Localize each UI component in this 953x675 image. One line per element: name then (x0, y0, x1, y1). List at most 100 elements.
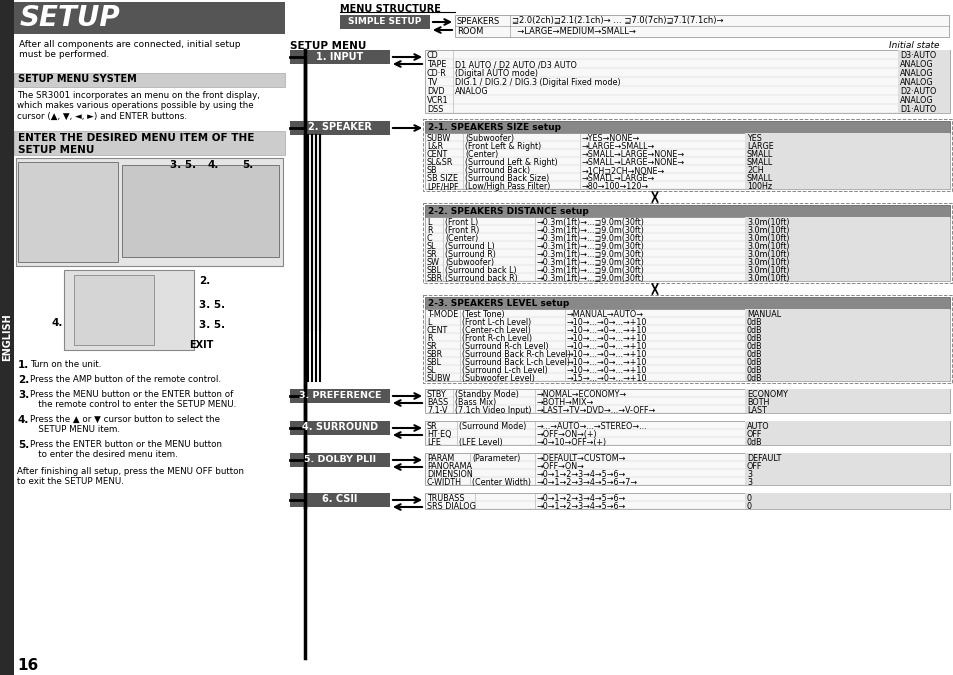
Text: PARAM: PARAM (427, 454, 454, 463)
Text: PANORAMA: PANORAMA (427, 462, 472, 471)
Text: (Surround Back): (Surround Back) (464, 166, 530, 175)
Bar (744, 249, 949, 257)
Bar (744, 365, 949, 373)
Text: CD·R: CD·R (427, 69, 446, 78)
Text: 0dB: 0dB (746, 318, 761, 327)
Bar (424, 217, 949, 281)
Text: 0dB: 0dB (746, 326, 761, 335)
Text: R: R (427, 334, 432, 343)
Text: (Front L): (Front L) (444, 218, 477, 227)
Text: SUBW: SUBW (427, 374, 451, 383)
Text: TAPE: TAPE (427, 60, 446, 69)
Text: (Surround R): (Surround R) (444, 250, 496, 259)
Text: →LAST→TV→DVD→...→V-OFF→: →LAST→TV→DVD→...→V-OFF→ (537, 406, 656, 415)
Text: (Surround back R): (Surround back R) (444, 274, 517, 283)
Text: (Center Width): (Center Width) (472, 478, 531, 487)
Text: 0dB: 0dB (746, 342, 761, 351)
Text: OFF: OFF (746, 430, 761, 439)
Bar (744, 469, 949, 477)
Bar (744, 493, 949, 501)
Bar (744, 373, 949, 381)
Text: 100Hz: 100Hz (746, 182, 771, 191)
Text: L: L (427, 318, 431, 327)
Bar (744, 141, 949, 149)
Circle shape (38, 182, 98, 242)
Text: HT·EQ: HT·EQ (427, 430, 451, 439)
Bar (0, 0, 14, 675)
Text: (Surround back L): (Surround back L) (444, 266, 517, 275)
Text: D1·AUTO: D1·AUTO (899, 105, 935, 114)
Text: 0dB: 0dB (746, 438, 761, 447)
Text: C-WIDTH: C-WIDTH (427, 478, 461, 487)
Text: SR: SR (427, 342, 437, 351)
Text: →0→1→2→3→4→5→6→: →0→1→2→3→4→5→6→ (537, 470, 625, 479)
Text: ENTER THE DESIRED MENU ITEM OF THE
SETUP MENU: ENTER THE DESIRED MENU ITEM OF THE SETUP… (18, 133, 254, 155)
Bar (744, 389, 949, 397)
Bar (424, 389, 949, 413)
Bar (744, 149, 949, 157)
Text: C: C (427, 234, 432, 243)
Bar (744, 133, 949, 141)
Text: DEFAULT: DEFAULT (746, 454, 781, 463)
Text: 0: 0 (746, 502, 751, 511)
Text: 3.0m(10ft): 3.0m(10ft) (746, 258, 789, 267)
Bar (744, 421, 949, 429)
Text: DIG.1 / DIG.2 / DIG.3 (Digital Fixed mode): DIG.1 / DIG.2 / DIG.3 (Digital Fixed mod… (455, 78, 620, 87)
Bar (744, 173, 949, 181)
Text: SB: SB (427, 166, 437, 175)
Bar (744, 257, 949, 265)
Text: →10→...→0→...→+10: →10→...→0→...→+10 (566, 318, 647, 327)
Bar (14, 73, 285, 87)
Text: SR: SR (427, 422, 437, 431)
Text: The SR3001 incorporates an menu on the front display,
which makes various operat: The SR3001 incorporates an menu on the f… (17, 91, 259, 121)
Bar (744, 477, 949, 485)
Text: Press the MENU button or the ENTER button of
   the remote control to enter the : Press the MENU button or the ENTER butto… (30, 390, 236, 410)
Bar (290, 493, 390, 507)
Bar (422, 295, 951, 383)
Text: →0.3m(1ft)→...⊒9.0m(30ft): →0.3m(1ft)→...⊒9.0m(30ft) (537, 218, 644, 227)
Bar (122, 165, 278, 257)
Text: (Surround L): (Surround L) (444, 242, 495, 251)
Text: →0→1→2→3→4→5→6→: →0→1→2→3→4→5→6→ (537, 494, 625, 503)
Bar (290, 50, 390, 64)
Text: BOTH: BOTH (746, 398, 768, 407)
Text: 4. SURROUND: 4. SURROUND (301, 423, 377, 433)
Text: SBR: SBR (427, 274, 442, 283)
Text: →0.3m(1ft)→...⊒9.0m(30ft): →0.3m(1ft)→...⊒9.0m(30ft) (537, 242, 644, 251)
Text: (Parameter): (Parameter) (472, 454, 519, 463)
Text: 3.0m(10ft): 3.0m(10ft) (746, 234, 789, 243)
Text: (Center): (Center) (464, 150, 497, 159)
Text: SETUP MENU SYSTEM: SETUP MENU SYSTEM (18, 74, 136, 84)
Text: After all components are connected, initial setup
must be performed.: After all components are connected, init… (19, 40, 240, 59)
Bar (455, 15, 948, 37)
Text: →10→...→0→...→+10: →10→...→0→...→+10 (566, 350, 647, 359)
Text: ANALOG: ANALOG (899, 69, 933, 78)
Text: 0: 0 (746, 494, 751, 503)
Text: 7.1-V: 7.1-V (427, 406, 447, 415)
Text: VCR1: VCR1 (427, 96, 448, 105)
Bar (897, 95, 949, 104)
Bar (744, 461, 949, 469)
Text: →DEFAULT→CUSTOM→: →DEFAULT→CUSTOM→ (537, 454, 626, 463)
Text: SL: SL (427, 366, 436, 375)
Bar (744, 325, 949, 333)
Text: 5. DOLBY PLII: 5. DOLBY PLII (304, 454, 375, 464)
Bar (744, 453, 949, 461)
Text: SBL: SBL (427, 266, 441, 275)
Text: 3: 3 (746, 478, 751, 487)
Text: 0dB: 0dB (746, 334, 761, 343)
Text: 3.0m(10ft): 3.0m(10ft) (746, 274, 789, 283)
Bar (744, 429, 949, 437)
Text: →OFF→ON→: →OFF→ON→ (537, 462, 584, 471)
Text: (LFE Level): (LFE Level) (458, 438, 502, 447)
Text: SL&SR: SL&SR (427, 158, 453, 167)
Text: TV: TV (427, 78, 436, 87)
Text: ⊒2.0(2ch)⊒2.1(2.1ch)→ … ⊒7.0(7ch)⊒7.1(7.1ch)→: ⊒2.0(2ch)⊒2.1(2.1ch)→ … ⊒7.0(7ch)⊒7.1(7.… (512, 16, 722, 26)
Text: →YES→NONE→: →YES→NONE→ (581, 134, 639, 143)
Bar (744, 225, 949, 233)
Text: (Center-ch Level): (Center-ch Level) (461, 326, 530, 335)
Text: MANUAL: MANUAL (746, 310, 781, 319)
Text: SIMPLE SETUP: SIMPLE SETUP (348, 16, 421, 26)
Text: (Surround Back R-ch Level): (Surround Back R-ch Level) (461, 350, 570, 359)
Text: 3. 5.: 3. 5. (199, 320, 225, 330)
